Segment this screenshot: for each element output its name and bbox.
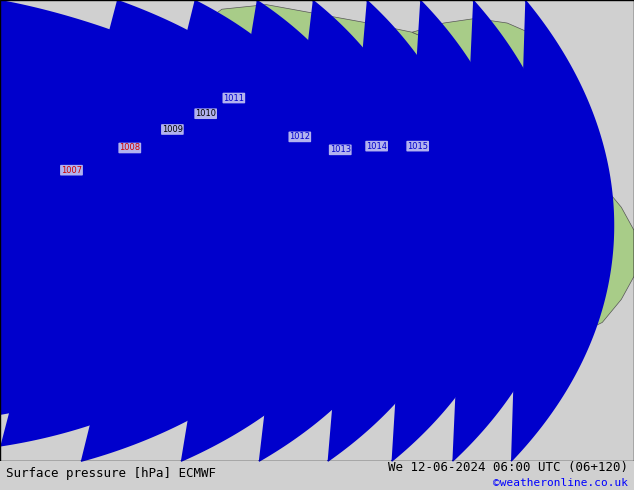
Point [0, 457, 5, 465]
Point [0, 457, 5, 465]
Point [0, 457, 5, 465]
Point [0, 457, 5, 465]
Point [0, 457, 5, 465]
Text: 1011: 1011 [223, 94, 244, 102]
Point [0, 457, 5, 465]
Text: 1013: 1013 [330, 146, 351, 154]
Text: 1010: 1010 [195, 109, 216, 118]
Point [0, 457, 5, 465]
Point [0, 457, 5, 465]
Point [0, 457, 5, 465]
Point [0, 457, 5, 465]
Text: 1008: 1008 [119, 144, 140, 152]
Point [0, 457, 5, 465]
Point [0, 457, 5, 465]
Point [0, 457, 5, 465]
Text: 1015: 1015 [407, 142, 428, 150]
Text: 1009: 1009 [162, 125, 183, 134]
Point [0, 457, 5, 465]
Text: ©weatheronline.co.uk: ©weatheronline.co.uk [493, 478, 628, 488]
Point [0, 457, 5, 465]
Polygon shape [412, 19, 571, 184]
Point [0, 457, 5, 465]
Text: 1007: 1007 [61, 166, 82, 174]
Point [0, 457, 5, 465]
Point [0, 457, 5, 465]
Point [0, 457, 5, 465]
Polygon shape [190, 4, 526, 341]
Point [0, 457, 5, 465]
Text: We 12-06-2024 06:00 UTC (06+120): We 12-06-2024 06:00 UTC (06+120) [387, 462, 628, 474]
Text: 1012: 1012 [289, 132, 310, 142]
Point [0, 457, 5, 465]
Polygon shape [507, 129, 634, 336]
Polygon shape [178, 88, 190, 97]
Point [0, 457, 5, 465]
Point [0, 457, 5, 465]
Text: Surface pressure [hPa] ECMWF: Surface pressure [hPa] ECMWF [6, 467, 216, 480]
Polygon shape [254, 313, 292, 341]
Polygon shape [76, 171, 89, 180]
Text: 1014: 1014 [366, 142, 387, 150]
Point [0, 457, 5, 465]
Point [0, 457, 5, 465]
Point [0, 457, 5, 465]
